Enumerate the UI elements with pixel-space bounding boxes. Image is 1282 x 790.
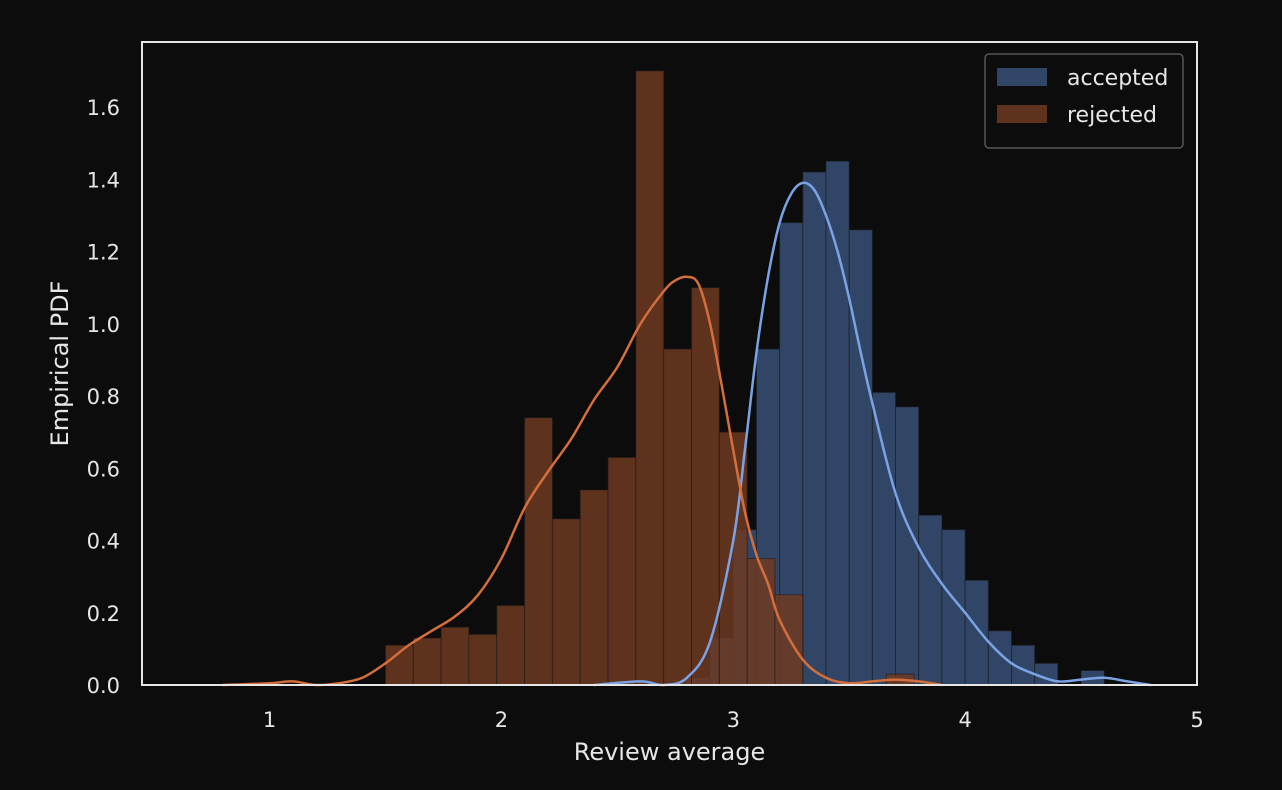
bar-accepted-9 bbox=[895, 406, 920, 686]
legend: accepted rejected bbox=[984, 53, 1184, 149]
legend-label-rejected: rejected bbox=[1067, 103, 1157, 128]
bar-accepted-6 bbox=[825, 160, 850, 686]
bar-rejected-4 bbox=[496, 605, 526, 686]
bar-rejected-7 bbox=[579, 489, 609, 686]
bar-accepted-5 bbox=[802, 171, 827, 686]
x-axis-label: Review average bbox=[574, 738, 766, 766]
bar-accepted-7 bbox=[848, 229, 873, 686]
y-tick-label-2: 0.4 bbox=[87, 530, 120, 554]
y-tick-label-1: 0.2 bbox=[87, 602, 120, 626]
legend-swatch-accepted bbox=[997, 68, 1047, 86]
bar-rejected-8 bbox=[607, 456, 637, 686]
x-tick-label-3: 3 bbox=[727, 708, 740, 732]
y-tick-label-6: 1.2 bbox=[87, 241, 120, 265]
bar-rejected-9 bbox=[635, 70, 665, 686]
y-tick-label-0: 0.0 bbox=[87, 674, 120, 698]
bar-rejected-1 bbox=[412, 637, 442, 686]
bar-rejected-6 bbox=[551, 518, 581, 686]
y-tick-label-8: 1.6 bbox=[87, 96, 120, 120]
x-tick-label-5: 5 bbox=[1190, 708, 1203, 732]
bar-rejected-2 bbox=[440, 626, 470, 686]
bar-accepted-12 bbox=[964, 579, 989, 686]
bars-layer bbox=[384, 70, 1105, 686]
x-tick-label-2: 2 bbox=[495, 708, 508, 732]
x-axis-ticks: 1 2 3 4 5 bbox=[263, 708, 1204, 732]
bar-accepted-10 bbox=[918, 514, 943, 686]
bar-rejected-13 bbox=[746, 558, 776, 686]
bar-accepted-8 bbox=[871, 391, 897, 686]
plot-area-frame bbox=[141, 41, 1198, 686]
y-tick-label-3: 0.6 bbox=[87, 457, 120, 481]
bar-accepted-13 bbox=[987, 630, 1013, 686]
kde-lines-layer bbox=[221, 181, 1152, 687]
x-tick-label-1: 1 bbox=[263, 708, 276, 732]
kde-line-rejected bbox=[221, 275, 944, 687]
legend-label-accepted: accepted bbox=[1067, 66, 1168, 91]
bar-rejected-5 bbox=[524, 417, 553, 686]
kde-line-accepted bbox=[592, 181, 1152, 687]
y-tick-label-5: 1.0 bbox=[87, 313, 120, 337]
bar-rejected-3 bbox=[468, 633, 498, 686]
y-axis-ticks: 0.0 0.2 0.4 0.6 0.8 1.0 1.2 1.4 1.6 bbox=[87, 96, 120, 698]
bar-rejected-10 bbox=[663, 348, 693, 686]
x-tick-label-4: 4 bbox=[958, 708, 971, 732]
y-tick-label-4: 0.8 bbox=[87, 385, 120, 409]
legend-swatch-rejected bbox=[997, 105, 1047, 123]
y-axis-label: Empirical PDF bbox=[46, 281, 74, 447]
y-tick-label-7: 1.4 bbox=[87, 168, 120, 192]
